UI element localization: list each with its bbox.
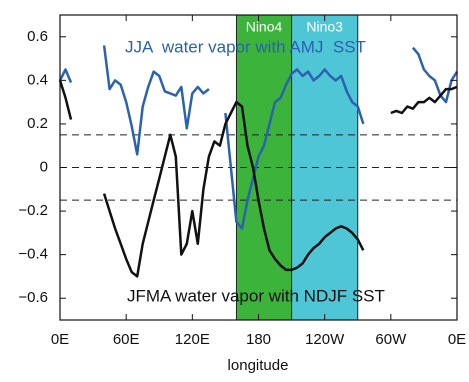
- y-tick-label: 0.4: [27, 71, 48, 88]
- x-tick-label: 0E: [448, 331, 466, 348]
- region-label: Nino3: [306, 19, 343, 35]
- x-tick-label: 120W: [305, 331, 345, 348]
- y-tick-label: −0.4: [18, 246, 48, 263]
- y-tick-label: 0: [40, 158, 48, 175]
- region-label: Nino4: [246, 19, 283, 35]
- legend-label: JJA water vapor with AMJ SST: [125, 37, 366, 56]
- line-series: [58, 80, 458, 278]
- x-tick-label: 60W: [375, 331, 407, 348]
- legend-label: JFMA water vapor with NDJF SST: [127, 286, 385, 305]
- y-tick-label: −0.6: [18, 289, 48, 306]
- line-series: [58, 45, 459, 230]
- x-tick-label: 180: [246, 331, 271, 348]
- x-axis-label: longitude: [228, 357, 289, 374]
- y-tick-label: 0.6: [27, 28, 48, 45]
- x-tick-label: 60E: [113, 331, 140, 348]
- y-tick-label: −0.2: [18, 202, 48, 219]
- y-tick-label: 0.2: [27, 115, 48, 132]
- x-tick-label: 0E: [51, 331, 69, 348]
- x-tick-label: 120E: [175, 331, 210, 348]
